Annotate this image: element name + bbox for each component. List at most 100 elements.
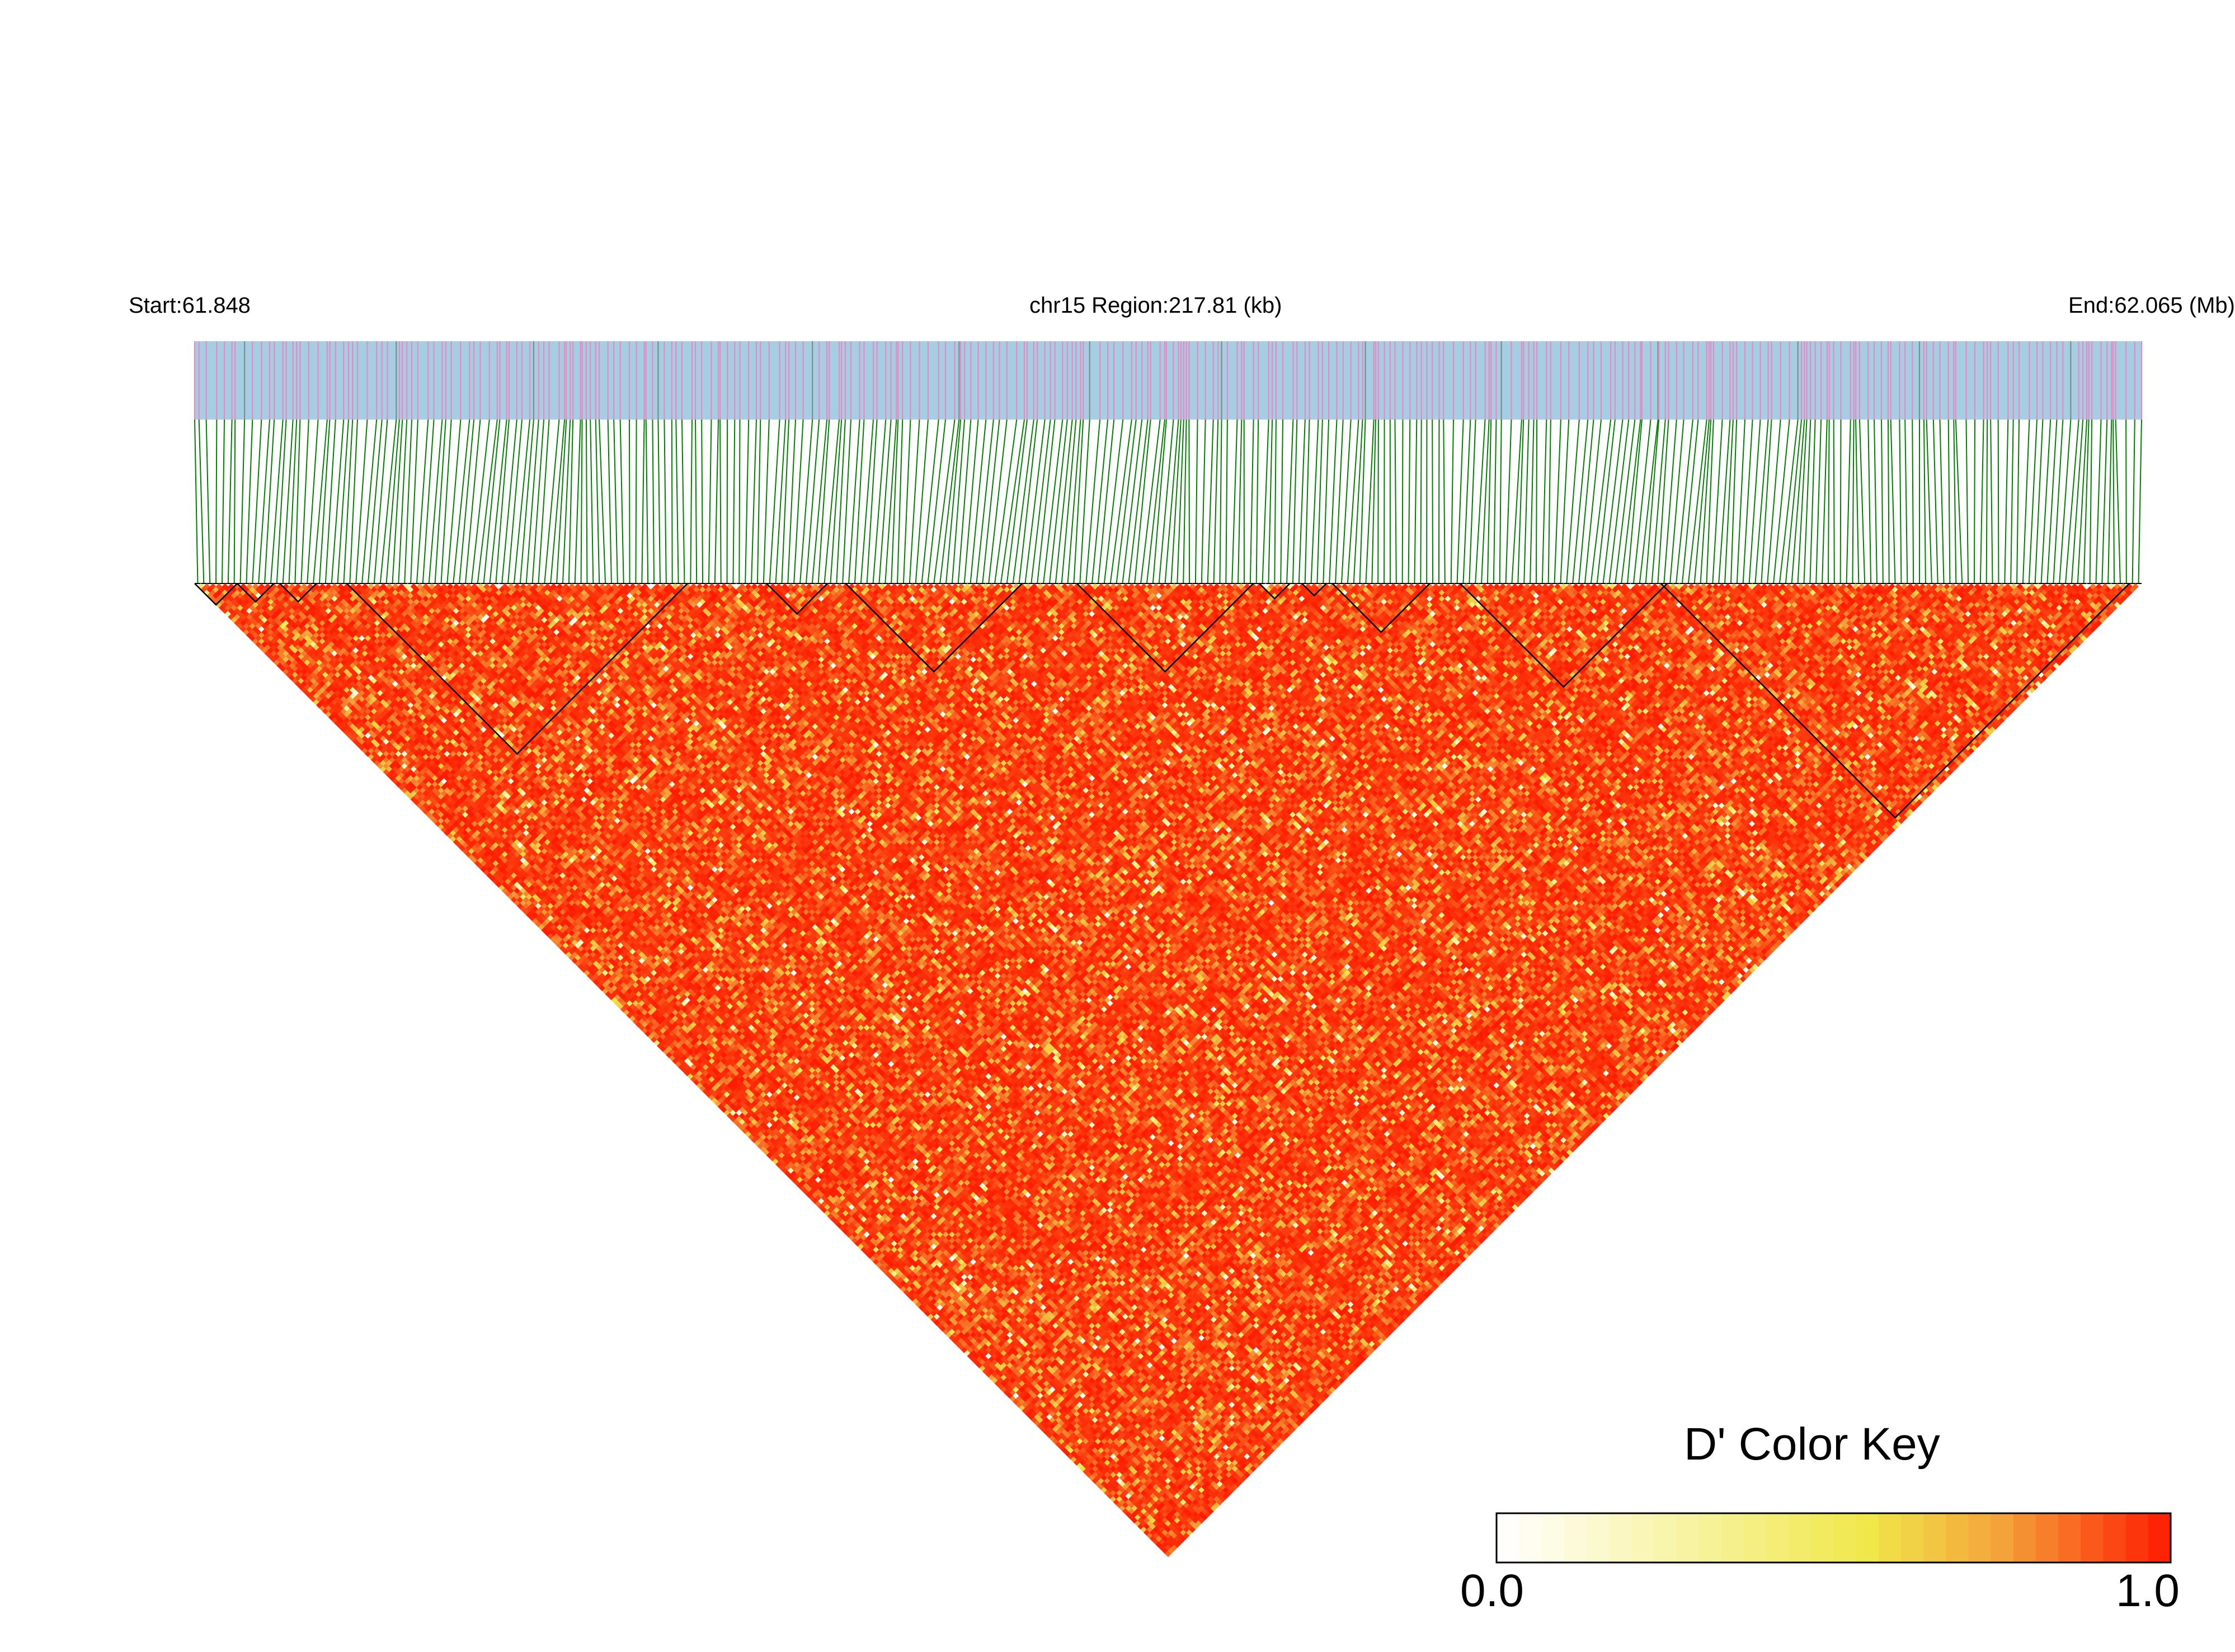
snp-connector: [2090, 420, 2092, 583]
snp-connector: [2023, 420, 2029, 583]
snp-connector: [1360, 420, 1366, 583]
snp-connector: [1451, 420, 1453, 583]
snp-connector: [1966, 420, 1968, 583]
snp-connector: [751, 420, 756, 583]
snp-connector: [1274, 420, 1276, 583]
snp-connector: [676, 420, 678, 583]
snp-connector: [733, 420, 735, 583]
snp-connector: [326, 420, 336, 583]
snp-connector: [1299, 420, 1305, 583]
snp-connector: [1566, 420, 1579, 583]
snp-connector: [739, 420, 740, 583]
snp-connector: [620, 420, 624, 583]
snp-connector: [307, 420, 318, 583]
snp-connector: [1816, 420, 1821, 583]
snp-connector: [1122, 420, 1142, 583]
snp-connector: [1281, 420, 1283, 583]
snp-connector: [246, 420, 252, 583]
snp-connector: [745, 420, 749, 583]
track-background: [195, 341, 2142, 420]
snp-connector: [533, 420, 544, 583]
snp-connector: [1767, 420, 1780, 583]
snp-connector: [332, 420, 344, 583]
snp-connector: [1183, 420, 1186, 583]
snp-connector: [879, 420, 891, 583]
snp-connector: [1311, 420, 1319, 583]
snp-connector: [770, 420, 780, 583]
snp-connector: [1420, 420, 1421, 583]
snp-connector: [1974, 420, 1975, 583]
snp-connector: [1475, 420, 1485, 583]
snp-connector: [1469, 420, 1475, 583]
snp-connector: [1621, 420, 1640, 583]
snp-connector: [586, 420, 587, 583]
snp-connector: [629, 420, 630, 583]
snp-connector: [1530, 420, 1533, 583]
snp-connector: [362, 420, 377, 583]
snp-connector: [1664, 420, 1676, 583]
snp-connector: [1560, 420, 1569, 583]
snp-connector: [658, 420, 660, 583]
snp-connector: [1912, 420, 1913, 583]
snp-connector: [199, 420, 204, 583]
snp-connector: [1500, 420, 1502, 583]
snp-connector: [904, 420, 910, 583]
snp-connector: [1585, 420, 1601, 583]
snp-connector: [1706, 420, 1713, 583]
snp-connector: [338, 420, 349, 583]
snp-connector: [1868, 420, 1871, 583]
snp-connector: [1153, 420, 1166, 583]
snp-connector: [1329, 420, 1337, 583]
snp-connector: [1457, 420, 1464, 583]
snp-connector: [788, 420, 796, 583]
snp-connector: [1305, 420, 1310, 583]
snp-connector: [544, 420, 559, 583]
snp-connector: [1250, 420, 1254, 583]
snp-connector: [1810, 420, 1815, 583]
snp-connector: [2139, 420, 2142, 583]
snp-connector: [1317, 420, 1322, 583]
snp-connector: [695, 420, 697, 583]
snp-connector: [2078, 420, 2087, 583]
snp-connector: [2108, 420, 2111, 583]
snp-connector: [1414, 420, 1417, 583]
snp-connector: [1354, 420, 1363, 583]
snp-connector: [374, 420, 388, 583]
snp-connector: [1847, 420, 1851, 583]
snp-connector: [1627, 420, 1642, 583]
snp-connector: [1323, 420, 1329, 583]
snp-connector: [1874, 420, 1877, 583]
snp-position-track: [195, 341, 2142, 420]
snp-connector: [1263, 420, 1269, 583]
snp-connector: [216, 420, 217, 583]
snp-connector: [1899, 420, 1901, 583]
snp-connector: [1128, 420, 1147, 583]
snp-connector: [1257, 420, 1258, 583]
snp-connector: [1208, 420, 1213, 583]
snp-connector: [642, 420, 644, 583]
snp-connector: [1177, 420, 1183, 583]
snp-connector: [1940, 420, 1944, 583]
snp-connector: [1432, 420, 1433, 583]
snp-connector: [581, 420, 582, 583]
snp-connector: [2096, 420, 2101, 583]
snp-connector: [1956, 420, 1962, 583]
snp-connector: [1773, 420, 1790, 583]
snp-connector: [776, 420, 786, 583]
snp-connector: [614, 420, 618, 583]
snp-connector: [971, 420, 986, 583]
snp-connector: [1524, 420, 1528, 583]
snp-connector: [2017, 420, 2019, 583]
snp-connector: [1226, 420, 1227, 583]
snp-connector: [1856, 420, 1858, 583]
snp-connector: [1954, 420, 1956, 583]
snp-connector: [1293, 420, 1297, 583]
snp-connector: [423, 420, 434, 583]
snp-connector: [1615, 420, 1635, 583]
snp-connector: [1506, 420, 1512, 583]
snp-connector: [1549, 420, 1551, 583]
snp-connector: [411, 420, 418, 583]
snp-connector: [1238, 420, 1241, 583]
snp-connector: [599, 420, 605, 583]
